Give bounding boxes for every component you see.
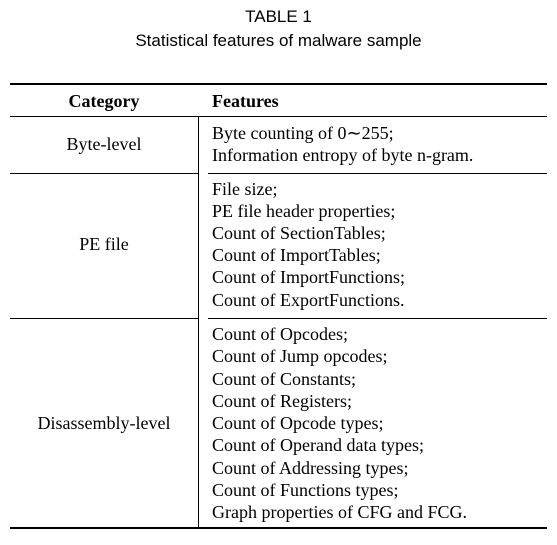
row-category-pe-file: PE file: [79, 234, 129, 254]
feature-line: Byte counting of 0∼255;: [212, 123, 394, 143]
feature-line: PE file header properties;: [212, 201, 396, 221]
row-separator-left: [10, 173, 198, 174]
row-separator-right: [208, 173, 547, 174]
row-separator-right: [208, 318, 547, 319]
feature-line: Count of Opcode types;: [212, 413, 384, 433]
feature-line: Count of Operand data types;: [212, 435, 424, 455]
feature-line: Count of Registers;: [212, 391, 352, 411]
feature-line: File size;: [212, 179, 278, 199]
header-features: Features: [212, 91, 279, 111]
feature-line: Count of Addressing types;: [212, 458, 409, 478]
feature-line: Graph properties of CFG and FCG.: [212, 502, 467, 522]
feature-line: Count of ExportFunctions.: [212, 290, 405, 310]
row-category-byte-level: Byte-level: [66, 134, 142, 154]
table-caption-title: Statistical features of malware sample: [135, 31, 422, 50]
table-caption-label: TABLE 1: [245, 7, 312, 26]
header-rule: [10, 116, 547, 117]
row-separator-left: [10, 318, 198, 319]
feature-line: Count of ImportTables;: [212, 245, 381, 265]
header-category: Category: [68, 91, 140, 111]
feature-line: Count of Constants;: [212, 369, 357, 389]
feature-line: Count of SectionTables;: [212, 223, 386, 243]
top-rule: [10, 83, 547, 85]
feature-line: Count of Opcodes;: [212, 324, 348, 344]
feature-line: Count of Functions types;: [212, 480, 399, 500]
feature-line: Count of Jump opcodes;: [212, 346, 388, 366]
bottom-rule: [10, 527, 547, 529]
feature-line: Count of ImportFunctions;: [212, 267, 405, 287]
feature-line: Information entropy of byte n-gram.: [212, 145, 474, 165]
column-divider: [198, 117, 199, 527]
row-category-disassembly-level: Disassembly-level: [37, 413, 171, 433]
